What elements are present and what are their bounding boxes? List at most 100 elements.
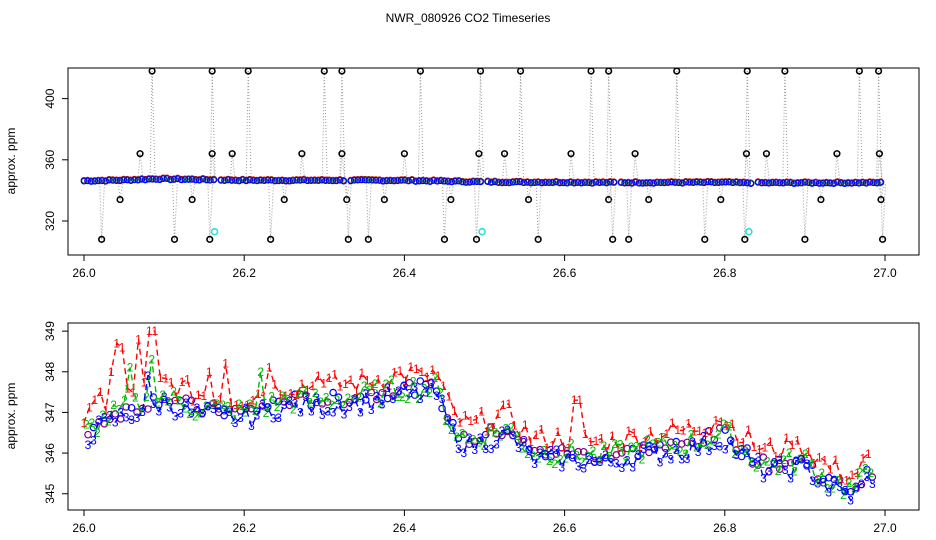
bottom-circle-point: [481, 430, 490, 439]
spike-bottom-trace: [172, 179, 176, 240]
series-1-marker: 1: [674, 423, 681, 437]
series-2-marker: 2: [644, 433, 651, 447]
spike-mid-trace: [568, 153, 572, 183]
spike-mid-trace: [137, 153, 141, 180]
baseline-point-blue: [138, 175, 146, 183]
series-1-marker: 1: [527, 435, 534, 449]
series-2-marker: 2: [394, 390, 401, 404]
spike-mid-trace: [211, 153, 216, 180]
series-2-marker: 2: [780, 453, 787, 467]
bottom-circle-point: [220, 411, 228, 420]
spike-mid-trace: [765, 153, 770, 183]
series-2-marker: 2: [334, 393, 341, 407]
baseline-point-blue: [199, 175, 207, 183]
series-2-marker: 2: [633, 440, 640, 454]
series-3-marker: 3: [335, 398, 342, 412]
top-x-tick-label: 26.2: [233, 266, 257, 280]
spike-high-point: [781, 67, 789, 75]
bottom-plot-frame: [67, 322, 920, 511]
bottom-y-tick-label: 347: [43, 402, 57, 422]
spike-low-point: [817, 195, 825, 204]
series-3-marker: 3: [831, 475, 838, 489]
series-3-marker: 3: [858, 477, 865, 491]
series-1-marker: 1: [386, 378, 393, 392]
spike-high-trace: [784, 71, 789, 183]
series-1-marker: 1: [843, 473, 850, 487]
series-3-marker: 3: [586, 453, 593, 467]
baseline-point-blue: [141, 176, 149, 184]
series-2-marker: 2: [426, 386, 433, 400]
baseline-point-blue: [624, 179, 632, 187]
series-3-marker: 3: [815, 477, 822, 491]
top-y-tick-label: 400: [43, 88, 57, 108]
spike-high-point: [605, 67, 613, 75]
series-3-marker: 3: [798, 452, 805, 466]
series-3-marker: 3: [864, 470, 871, 484]
series-1-marker: 1: [342, 377, 349, 391]
bottom-circle-point: [302, 391, 310, 399]
bottom-circle-point: [661, 444, 670, 452]
baseline-point-blue: [635, 179, 643, 187]
bottom-circle-point: [786, 458, 795, 467]
spike-low-point: [645, 195, 653, 204]
baseline-point-blue: [354, 176, 362, 184]
series-2-marker: 2: [399, 390, 406, 404]
series-1-marker: 1: [631, 426, 638, 440]
series-2-marker: 2: [846, 476, 853, 490]
bottom-circle-point: [122, 403, 130, 411]
bottom-circle-point: [639, 441, 648, 449]
series-3-marker: 3: [646, 439, 653, 453]
series-2-marker: 2: [726, 420, 733, 434]
series-3-marker: 3: [640, 442, 647, 456]
bottom-circle-point: [754, 461, 762, 469]
spike-high-trace: [518, 71, 522, 182]
baseline-point-blue: [851, 179, 859, 187]
baseline-point-blue: [268, 176, 275, 184]
series-2-marker: 2: [279, 389, 286, 403]
series-3-marker: 3: [275, 411, 282, 425]
series-2-marker: 2: [181, 402, 188, 416]
spike-high-trace: [876, 71, 880, 183]
bottom-circle-point: [405, 378, 414, 387]
series-1-marker: 1: [255, 387, 262, 401]
spike-bottom-trace: [704, 182, 709, 240]
baseline-point-blue: [253, 177, 261, 185]
series-3-marker: 3: [776, 453, 783, 467]
baseline-point-blue: [668, 178, 675, 186]
series-1-marker: 1: [614, 441, 621, 455]
spike-bottom-point: [801, 235, 809, 243]
spike-mid-point: [567, 150, 575, 158]
baseline-point-blue: [423, 177, 430, 185]
series-3-marker: 3: [183, 396, 190, 410]
series-1-marker: 1: [429, 363, 436, 377]
series-2-marker: 2: [502, 421, 509, 435]
series-3-marker: 3: [433, 389, 440, 403]
baseline-point-blue: [812, 179, 820, 187]
bottom-circle-point: [361, 396, 370, 404]
spike-low-point: [380, 195, 388, 204]
baseline-point-blue: [559, 179, 567, 187]
spike-bottom-point: [534, 235, 542, 243]
baseline-point-blue: [102, 177, 110, 185]
baseline-point-blue: [448, 178, 456, 186]
baseline-point-blue: [174, 175, 182, 183]
series-3-marker: 3: [232, 416, 239, 430]
series-1-marker: 1: [435, 369, 442, 383]
series-3-marker: 3: [357, 405, 364, 419]
series-2-marker: 2: [797, 452, 804, 466]
series-1-marker: 1: [135, 332, 142, 346]
series-3-marker: 3: [188, 406, 195, 420]
bottom-circle-point: [329, 388, 337, 397]
series-2-marker: 2: [301, 384, 308, 398]
series-2-marker: 2: [83, 417, 90, 431]
spike-high-point: [476, 67, 485, 75]
spike-mid-point: [833, 150, 841, 158]
series-1-marker: 1: [282, 389, 289, 403]
series-3-marker: 3: [466, 431, 473, 445]
series-2-marker: 2: [650, 437, 657, 451]
bottom-circle-point: [155, 401, 163, 409]
series-2-marker: 2: [339, 399, 346, 413]
series-2-marker: 2: [453, 430, 460, 444]
series-3-marker: 3: [575, 459, 582, 473]
series-3-marker: 3: [210, 402, 217, 416]
